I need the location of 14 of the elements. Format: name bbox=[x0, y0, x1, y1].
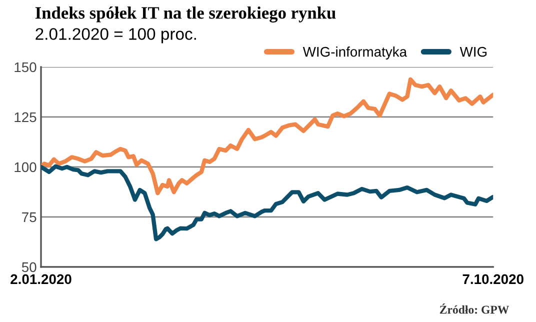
text: Źródło: GPW bbox=[440, 303, 510, 314]
y-tick-label: 50 bbox=[22, 262, 36, 272]
x-tick-label: 2.01.2020 bbox=[10, 274, 72, 284]
y-tick-label: 150 bbox=[14, 62, 36, 72]
x-tick-label: 7.10.2020 bbox=[462, 274, 524, 284]
chart-title: Indeks spółek IT na tle szerokiego rynku bbox=[35, 6, 336, 22]
legend-label: WIG-informatyka bbox=[302, 46, 408, 60]
chart-subtitle: 2.01.2020 = 100 proc. bbox=[36, 28, 196, 44]
line-series bbox=[41, 164, 494, 242]
y-tick-label: 100 bbox=[14, 162, 36, 172]
legend-label: WIG bbox=[460, 46, 487, 57]
y-tick-label: 75 bbox=[22, 212, 36, 222]
y-tick-label: 125 bbox=[14, 112, 36, 122]
line-series bbox=[41, 77, 494, 196]
